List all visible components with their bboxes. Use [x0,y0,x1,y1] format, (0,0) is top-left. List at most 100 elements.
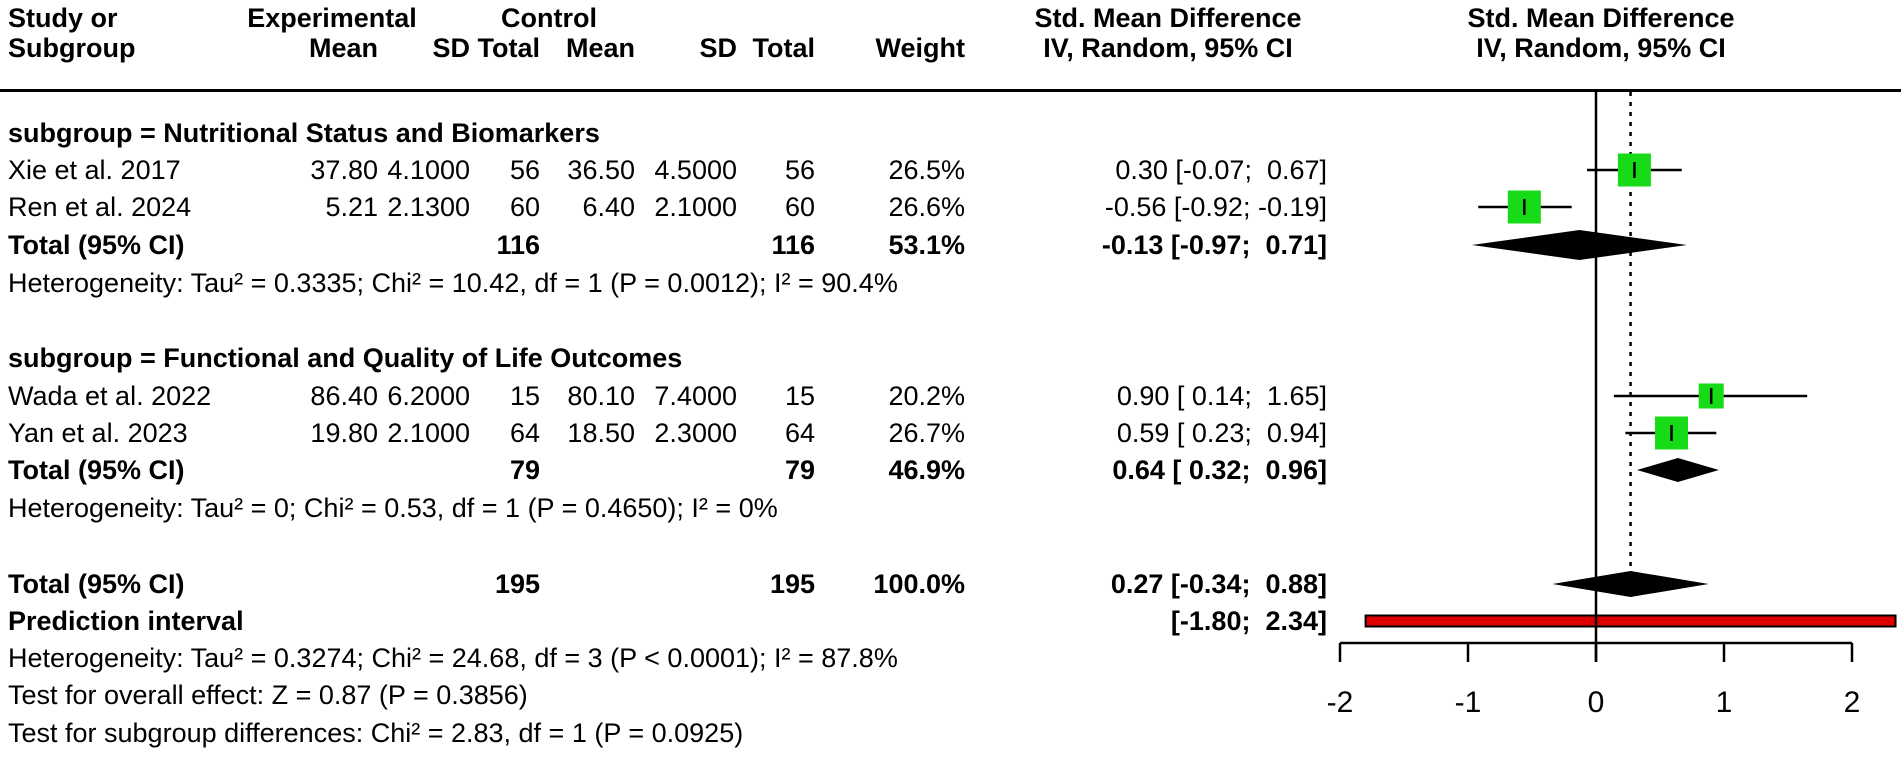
sd-ctl: 7.4000 [654,381,737,411]
test-subgroup-text: Test for subgroup differences: Chi² = 2.… [8,718,744,748]
header-experimental: Experimental [247,3,417,33]
total-ctl: 195 [769,569,815,599]
total-exp: 56 [509,155,540,185]
prediction-label: Prediction interval [8,606,244,636]
summary-diamond [1636,458,1719,482]
header-subgroup: Subgroup [8,33,136,63]
sd-exp: 2.1000 [387,418,470,448]
header-divider [0,89,1901,92]
subgroup-total-row-1: Total (95% CI) 116 116 53.1% -0.13 [-0.9… [0,230,1901,260]
sd-ctl: 2.1000 [654,192,737,222]
heterogeneity-line-1: Heterogeneity: Tau² = 0.3335; Chi² = 10.… [0,268,1901,298]
weight: 53.1% [888,230,965,260]
study-label: Wada et al. 2022 [8,381,212,411]
heterogeneity-text: Heterogeneity: Tau² = 0.3335; Chi² = 10.… [8,268,898,298]
total-ctl: 56 [784,155,815,185]
mean-ctl: 6.40 [582,192,635,222]
header-plot-model: IV, Random, 95% CI [1476,33,1726,63]
sd-ctl: 4.5000 [654,155,737,185]
total-ctl: 64 [784,418,815,448]
header-total-exp: Total [477,33,541,63]
prediction-interval-bar [1364,614,1897,628]
total-ctl: 60 [784,192,815,222]
test-overall-effect-line: Test for overall effect: Z = 0.87 (P = 0… [0,680,1901,710]
header-sd-ctl: SD [699,33,737,63]
header-study: Study or [8,3,118,33]
weight: 26.7% [888,418,965,448]
study-row-ren: Ren et al. 2024 5.21 2.1300 60 6.40 2.10… [0,192,1901,222]
heterogeneity-line-2: Heterogeneity: Tau² = 0; Chi² = 0.53, df… [0,493,1901,523]
header-sd-exp: SD [432,33,470,63]
table-header-row-2: Subgroup Mean SD Total Mean SD Total Wei… [0,33,1901,63]
x-axis-tick-label: -2 [1327,686,1354,719]
x-axis-tick-label: 1 [1716,686,1733,719]
x-axis-tick-label: -1 [1455,686,1482,719]
smd-ci: -0.56 [-0.92; -0.19] [1104,192,1327,222]
total-ctl: 15 [784,381,815,411]
smd-ci: 0.27 [-0.34; 0.88] [1110,569,1327,599]
weight: 46.9% [888,455,965,485]
study-label: Xie et al. 2017 [8,155,181,185]
mean-exp: 86.40 [310,381,378,411]
total-exp: 79 [509,455,540,485]
mean-ctl: 36.50 [567,155,635,185]
summary-diamond [1552,571,1709,597]
total-exp: 15 [509,381,540,411]
subgroup-total-row-2: Total (95% CI) 79 79 46.9% 0.64 [ 0.32; … [0,455,1901,485]
total-label: Total (95% CI) [8,569,185,599]
table-header-row-1: Study or Experimental Control Std. Mean … [0,3,1901,33]
x-axis-tick-label: 0 [1588,686,1605,719]
mean-exp: 5.21 [325,192,378,222]
total-exp: 60 [509,192,540,222]
total-ctl: 79 [784,455,815,485]
header-mean-ctl: Mean [565,33,635,63]
prediction-ci: [-1.80; 2.34] [1170,606,1327,636]
subgroup-heading-2: subgroup = Functional and Quality of Lif… [0,343,1901,373]
sd-exp: 4.1000 [387,155,470,185]
header-weight: Weight [875,33,966,63]
mean-exp: 19.80 [310,418,378,448]
summary-diamond [1471,230,1687,260]
overall-total-row: Total (95% CI) 195 195 100.0% 0.27 [-0.3… [0,569,1901,599]
study-label: Yan et al. 2023 [8,418,188,448]
total-label: Total (95% CI) [8,455,185,485]
study-row-wada: Wada et al. 2022 86.40 6.2000 15 80.10 7… [0,381,1901,411]
total-ctl: 116 [771,230,815,260]
mean-exp: 37.80 [310,155,378,185]
header-smd-model: IV, Random, 95% CI [1043,33,1293,63]
study-row-yan: Yan et al. 2023 19.80 2.1000 64 18.50 2.… [0,418,1901,448]
subgroup-heading-label: subgroup = Nutritional Status and Biomar… [8,118,600,148]
total-exp: 195 [494,569,540,599]
heterogeneity-text: Heterogeneity: Tau² = 0.3274; Chi² = 24.… [8,643,898,673]
subgroup-heading-1: subgroup = Nutritional Status and Biomar… [0,118,1901,148]
sd-exp: 6.2000 [387,381,470,411]
smd-ci: 0.90 [ 0.14; 1.65] [1116,381,1327,411]
weight: 20.2% [888,381,965,411]
prediction-interval-row: Prediction interval [-1.80; 2.34] [0,606,1901,636]
test-subgroup-differences-line: Test for subgroup differences: Chi² = 2.… [0,718,1901,748]
header-smd: Std. Mean Difference [1034,3,1302,33]
weight: 100.0% [873,569,965,599]
x-axis-tick-label: 2 [1844,686,1861,719]
mean-ctl: 18.50 [567,418,635,448]
header-plot-smd: Std. Mean Difference [1467,3,1735,33]
mean-ctl: 80.10 [567,381,635,411]
heterogeneity-line-overall: Heterogeneity: Tau² = 0.3274; Chi² = 24.… [0,643,1901,673]
header-control: Control [501,3,597,33]
weight: 26.5% [888,155,965,185]
sd-ctl: 2.3000 [654,418,737,448]
study-row-xie: Xie et al. 2017 37.80 4.1000 56 36.50 4.… [0,155,1901,185]
heterogeneity-text: Heterogeneity: Tau² = 0; Chi² = 0.53, df… [8,493,778,523]
total-exp: 116 [496,230,540,260]
total-label: Total (95% CI) [8,230,185,260]
smd-ci: 0.64 [ 0.32; 0.96] [1112,455,1327,485]
smd-ci: 0.30 [-0.07; 0.67] [1115,155,1327,185]
sd-exp: 2.1300 [387,192,470,222]
subgroup-heading-label: subgroup = Functional and Quality of Lif… [8,343,683,373]
weight: 26.6% [888,192,965,222]
total-exp: 64 [509,418,540,448]
header-total-ctl: Total [752,33,816,63]
test-overall-text: Test for overall effect: Z = 0.87 (P = 0… [8,680,528,710]
